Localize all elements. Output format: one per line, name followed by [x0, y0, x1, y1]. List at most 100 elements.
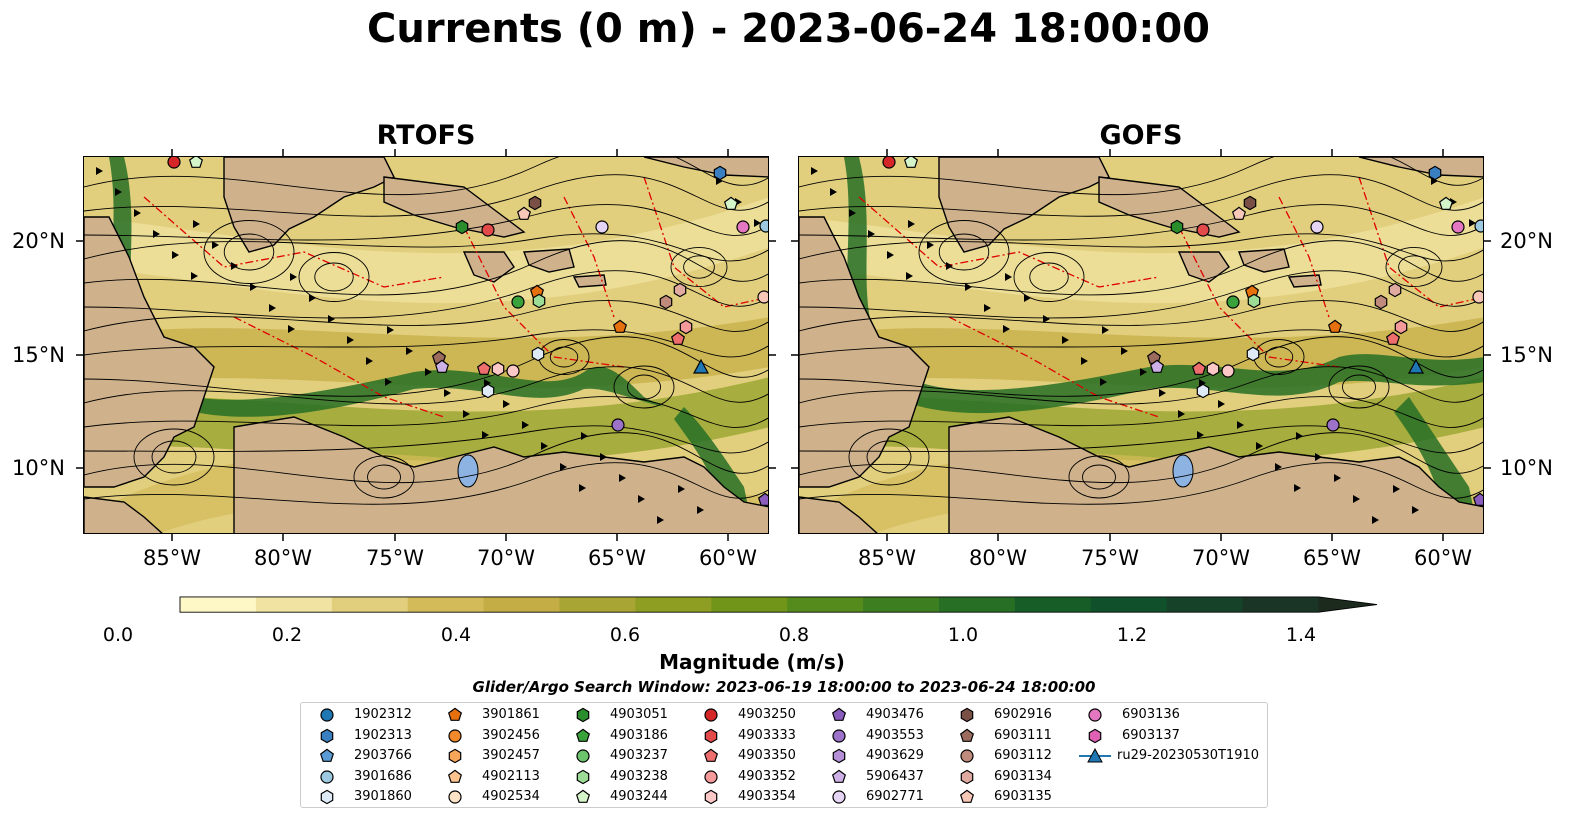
- streamline: [799, 432, 1483, 484]
- y-tick-left: 20°N: [12, 229, 65, 253]
- float-marker: [723, 196, 739, 210]
- float-marker: [455, 219, 469, 235]
- legend-marker: [320, 770, 334, 784]
- streamline: [799, 366, 1483, 405]
- legend-marker: [576, 769, 590, 785]
- legend-label: 4903237: [610, 748, 668, 764]
- map-panel-gofs[interactable]: [798, 156, 1484, 534]
- streamline-arrow: [134, 209, 141, 217]
- streamline-arrow: [984, 304, 991, 312]
- streamline: [799, 157, 1483, 196]
- land-mass: [1358, 157, 1483, 178]
- legend-marker-icon: [832, 748, 846, 764]
- land-mass: [84, 496, 163, 533]
- legend-marker-icon: [1088, 728, 1102, 743]
- legend-label: 3902456: [482, 727, 540, 743]
- legend-marker-icon: [704, 708, 718, 722]
- legend-marker-icon: [832, 728, 846, 743]
- colorbar-extend-arrow: [1318, 596, 1377, 613]
- streamline-arrow: [115, 188, 122, 196]
- streamline-arrow: [385, 378, 392, 386]
- streamline-arrow: [927, 241, 934, 249]
- streamline-arrow: [1412, 506, 1419, 514]
- streamline-arrow: [1121, 347, 1128, 355]
- streamline: [84, 270, 768, 319]
- colorbar-outline: [179, 596, 1378, 613]
- eddy-streamline: [1068, 455, 1130, 499]
- legend-marker-icon: [576, 769, 590, 785]
- colorbar-tick: 1.4: [1285, 624, 1317, 646]
- streamline-arrow: [1256, 442, 1263, 450]
- streamline-arrow: [1275, 463, 1282, 471]
- float-marker: [434, 359, 450, 373]
- float-marker: [1472, 492, 1483, 506]
- streamline-arrow: [1237, 421, 1244, 429]
- colorbar-segment: [331, 596, 409, 613]
- glider-marker: [1407, 358, 1425, 374]
- streamline-arrow: [1005, 273, 1012, 281]
- eddy-streamline: [1342, 374, 1376, 400]
- legend-marker: [576, 749, 590, 763]
- land-mass: [572, 274, 607, 288]
- float-marker: [516, 206, 532, 220]
- legend-label: 4903051: [610, 707, 668, 722]
- float-marker: [1206, 361, 1220, 377]
- legend-marker: [320, 790, 334, 805]
- float-marker: [1374, 294, 1388, 310]
- eddy-streamline: [353, 455, 415, 499]
- legend-marker: [319, 748, 335, 763]
- streamline-arrow: [366, 357, 373, 365]
- colorbar-tick: 0.2: [271, 624, 303, 646]
- float-marker: [659, 294, 673, 310]
- legend-label: 1902312: [354, 707, 412, 722]
- legend-marker-icon: [832, 790, 846, 804]
- lake-nicaragua: [457, 454, 479, 488]
- streamline-arrow: [1431, 177, 1438, 185]
- streamline-arrow: [290, 273, 297, 281]
- legend-label: 4903629: [866, 748, 924, 764]
- legend-marker-icon: [320, 770, 334, 784]
- map-panel-rtofs[interactable]: [83, 156, 769, 534]
- legend-marker-icon: [575, 790, 591, 804]
- strong-current-region: [1394, 397, 1479, 533]
- eddy-streamline: [223, 233, 275, 271]
- eddy-streamline: [918, 220, 1010, 284]
- legend-marker: [959, 790, 975, 804]
- streamline-arrow: [387, 326, 394, 334]
- streamline-arrow: [716, 177, 723, 185]
- streamline-arrow: [191, 272, 198, 280]
- legend-marker: [575, 728, 591, 742]
- streamline-arrow: [1043, 315, 1050, 323]
- float-marker: [167, 157, 181, 169]
- streamline-arrow: [1100, 378, 1107, 386]
- colorbar-label: Magnitude (m/s): [659, 650, 845, 674]
- float-marker: [1196, 223, 1210, 237]
- float-marker: [506, 364, 520, 378]
- streamline-arrow: [619, 474, 626, 482]
- legend-marker: [447, 707, 463, 721]
- colorbar-segment: [939, 596, 1016, 613]
- streamline-arrow: [212, 241, 219, 249]
- legend-marker: [960, 707, 974, 723]
- streamline: [84, 462, 768, 505]
- legend-marker-icon: [448, 728, 462, 743]
- legend-marker: [448, 728, 462, 743]
- eez-boundary: [643, 176, 768, 308]
- float-marker: [1231, 206, 1247, 220]
- float-marker: [759, 219, 768, 233]
- legend-marker: [960, 749, 974, 763]
- y-tick-right: 15°N: [1500, 343, 1553, 367]
- float-marker: [903, 157, 919, 168]
- x-tick-right: 60°W: [1414, 546, 1472, 570]
- legend-marker: [576, 707, 590, 723]
- float-marker: [1326, 418, 1340, 432]
- eddy-streamline: [1082, 464, 1116, 490]
- legend-marker-icon: [831, 769, 847, 783]
- colorbar-segment: [787, 596, 864, 613]
- legend-label: 4903352: [738, 768, 796, 784]
- streamline-arrow: [541, 442, 548, 450]
- colorbar-segment: [407, 596, 485, 613]
- eddy-streamline: [938, 233, 990, 271]
- gofs-map-canvas: [799, 157, 1483, 533]
- legend-label: 4903244: [610, 789, 668, 805]
